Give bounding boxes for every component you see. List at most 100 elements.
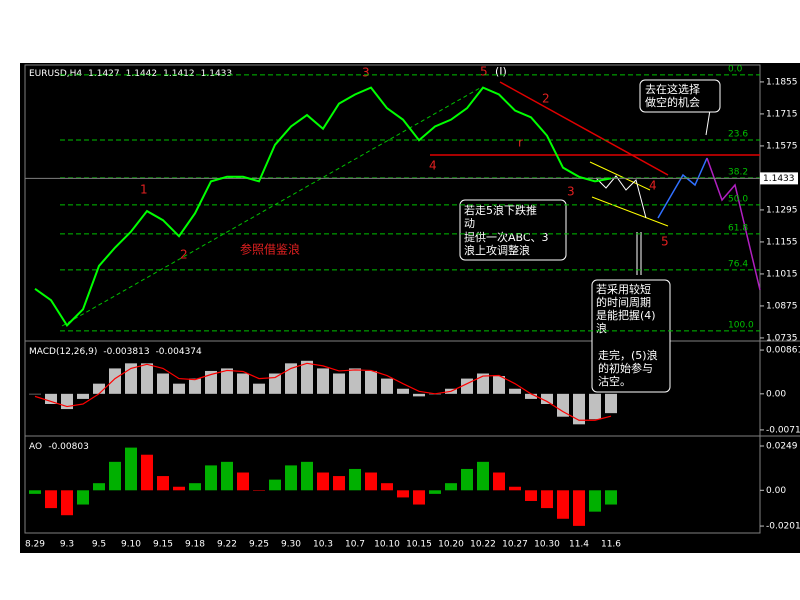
- histogram-bar: [333, 476, 345, 491]
- histogram-bar: [365, 472, 377, 491]
- x-tick-label: 10.30: [534, 540, 560, 550]
- histogram-bar: [317, 368, 329, 394]
- wave-path: [595, 175, 647, 219]
- histogram-bar: [365, 370, 377, 394]
- price-box-label: 1.1433: [763, 174, 795, 184]
- histogram-bar: [397, 388, 409, 394]
- note-text: 动: [464, 217, 475, 230]
- x-tick-label: 10.22: [470, 540, 496, 550]
- histogram-bar: [253, 383, 265, 394]
- panel-title: AO: [29, 442, 42, 452]
- x-tick-label: 8.29: [25, 540, 45, 550]
- histogram-bar: [45, 393, 57, 404]
- note-text: 提供一次ABC、3: [464, 230, 549, 244]
- wave-label: 2: [542, 92, 550, 106]
- histogram-bar: [269, 373, 281, 394]
- panel-reading: -0.00803: [48, 442, 88, 452]
- histogram-bar: [573, 490, 585, 526]
- histogram-bar: [605, 490, 617, 505]
- pointer: [705, 109, 711, 136]
- histogram-bar: [285, 363, 297, 394]
- note-text: 去在这选择: [645, 82, 700, 96]
- histogram-bar: [557, 490, 569, 519]
- histogram-bar: [157, 476, 169, 491]
- y-tick-label: 0.00: [766, 486, 786, 496]
- histogram-bar: [445, 483, 457, 491]
- wave-label: 4: [429, 159, 437, 173]
- channel-line: [591, 196, 669, 227]
- panel-reading: -0.003813: [103, 347, 149, 357]
- y-tick-label: -0.0201: [766, 522, 800, 532]
- wave-label: 2: [180, 248, 188, 262]
- x-tick-label: 10.20: [438, 540, 464, 550]
- note-text: 浪上攻调整浪: [464, 243, 530, 257]
- y-tick-label: 1.0875: [766, 301, 798, 311]
- histogram-bar: [301, 360, 313, 394]
- x-tick-label: 10.27: [502, 540, 528, 550]
- histogram-bar: [157, 373, 169, 394]
- wave-label: 5: [480, 65, 488, 79]
- histogram-bar: [317, 472, 329, 491]
- x-tick-label: 10.15: [406, 540, 432, 550]
- projection-path: [706, 157, 761, 291]
- note-text: 沽空。: [598, 374, 631, 388]
- trend-line: [499, 81, 669, 176]
- histogram-bar: [541, 393, 553, 404]
- note-text: 的时间周期: [596, 295, 651, 309]
- fib-label: 76.4: [728, 259, 748, 269]
- histogram-bar: [381, 378, 393, 394]
- x-tick-label: 9.25: [249, 540, 269, 550]
- y-tick-label: 0.00861: [766, 346, 800, 356]
- wave-label: 4: [649, 179, 657, 193]
- panel-reading: 1.1412: [163, 69, 195, 79]
- x-tick-label: 9.22: [217, 540, 237, 550]
- x-tick-label: 9.15: [153, 540, 173, 550]
- histogram-bar: [525, 490, 537, 501]
- note-text: 若走5浪下跌推: [464, 203, 537, 217]
- histogram-bar: [429, 490, 441, 494]
- panel-header: AO -0.00803: [29, 442, 89, 452]
- wave-label: 3: [362, 66, 370, 80]
- histogram-bar: [381, 483, 393, 491]
- y-tick-label: 1.1575: [766, 141, 798, 151]
- histogram-bar: [61, 490, 73, 516]
- wave-label: 3: [567, 185, 575, 199]
- y-tick-label: 1.1015: [766, 269, 798, 279]
- x-tick-label: 9.10: [121, 540, 141, 550]
- histogram-bar: [189, 483, 201, 491]
- histogram-bar: [93, 483, 105, 491]
- note-text: 若采用较短: [596, 282, 651, 296]
- histogram-bar: [285, 465, 297, 491]
- panel-reading: 1.1442: [126, 69, 158, 79]
- x-tick-label: 10.7: [345, 540, 365, 550]
- histogram-bar: [109, 461, 121, 491]
- note-box: [459, 199, 567, 261]
- wave-label: 1: [140, 183, 148, 197]
- y-tick-label: -0.00710: [766, 425, 800, 435]
- projection-path: [657, 157, 708, 219]
- y-tick-label: 1.0735: [766, 333, 798, 343]
- histogram-bar: [493, 376, 505, 394]
- y-tick-label: 1.1715: [766, 109, 798, 119]
- histogram-bar: [557, 393, 569, 417]
- fib-label: 50.0: [728, 194, 748, 204]
- panel-header: EURUSD,H4 1.1427 1.1442 1.1412 1.1433: [29, 69, 232, 79]
- note-text: 做空的机会: [645, 95, 700, 109]
- wave-label: (I): [495, 65, 507, 78]
- histogram-bar: [45, 490, 57, 509]
- y-tick-label: 0.0249: [766, 442, 798, 452]
- y-tick-label: 1.1855: [766, 77, 798, 87]
- histogram-bar: [125, 447, 137, 491]
- histogram-bar: [93, 383, 105, 394]
- x-tick-label: 9.3: [60, 540, 74, 550]
- panel-reading: 1.1427: [88, 69, 120, 79]
- histogram-bar: [413, 393, 425, 397]
- x-tick-label: 11.6: [601, 540, 621, 550]
- x-tick-label: 11.4: [569, 540, 589, 550]
- panel-reading: -0.004374: [156, 347, 202, 357]
- note-text: 走完，(5)浪: [598, 348, 658, 362]
- price-line-series: [34, 86, 612, 327]
- note-box: [639, 79, 721, 113]
- histogram-bar: [397, 490, 409, 498]
- histogram-bar: [77, 393, 89, 399]
